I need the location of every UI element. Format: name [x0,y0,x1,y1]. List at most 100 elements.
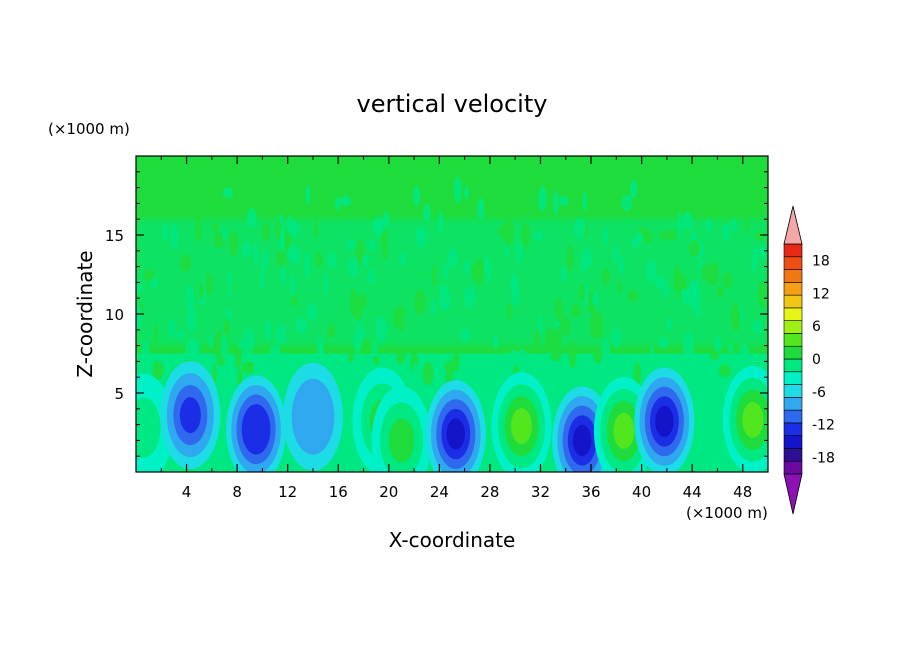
turbulence-cell [284,227,292,253]
turbulence-cell [454,176,462,204]
turbulence-cell [382,211,390,229]
turbulence-cell [503,218,514,246]
turbulence-cell [170,223,179,250]
turbulence-cell [601,268,611,286]
turbulence-cell [674,263,680,291]
turbulence-cell [592,350,603,363]
turbulence-cell [287,244,300,264]
turbulence-cell [187,305,197,333]
turbulence-cell [477,198,485,220]
turbulence-cell [237,368,243,386]
turbulence-cell [580,258,587,273]
colorbar-level [783,256,803,270]
turbulence-cell [414,289,426,314]
turbulence-cell [326,324,336,339]
turbulence-cell [242,327,255,355]
turbulence-cell [552,190,559,216]
turbulence-cell [291,295,298,307]
turbulence-cell [220,333,228,360]
turbulence-cell [198,282,204,300]
colorbar-tick-label: -12 [812,418,835,434]
turbulence-cell [305,185,311,205]
colorbar-over-arrow [783,205,803,245]
turbulence-cell [729,353,735,367]
turbulence-cell [508,349,520,365]
turbulence-cell [195,217,203,242]
colorbar-level [783,422,803,436]
turbulence-cell [707,265,714,286]
turbulence-cell [534,328,541,355]
turbulence-cell [492,335,499,349]
x-axis-ticks: 4 8 12 16 20 24 28 32 36 40 44 48 [160,156,752,501]
turbulence-cell [602,226,608,247]
turbulence-cell [592,292,599,306]
x-tick-label: 16 [329,483,348,501]
y-tick-label: 15 [105,227,124,245]
turbulence-cell [431,264,437,288]
turbulence-cell [682,211,693,231]
y-axis-ticks: 5 10 15 [105,171,768,457]
turbulence-cell [559,315,571,336]
colorbar: 18 12 6 0 -6 -12 -18 [783,205,835,515]
colorbar-level [783,320,803,334]
turbulence-cell [413,186,421,206]
turbulence-cell [722,224,731,241]
colorbar-level [783,371,803,385]
turbulence-cell [755,230,765,241]
turbulence-cell [560,265,567,283]
turbulence-cell [460,327,472,342]
colorbar-level [783,243,803,258]
turbulence-cell [176,330,186,341]
turbulence-cell [633,361,641,387]
turbulence-cell [295,317,307,335]
convective-cell-12 [722,365,768,472]
turbulence-cell [568,341,577,369]
x-tick-label: 24 [430,483,449,501]
turbulence-cell [373,355,380,366]
x-axis-unit: (×1000 m) [686,504,768,522]
turbulence-cell [269,343,282,366]
convective-cell-11 [634,367,695,472]
colorbar-tick-label: -18 [812,451,835,467]
turbulence-cell [590,311,599,340]
turbulence-cell [241,241,253,258]
turbulence-cell [167,318,177,339]
turbulence-cell [327,252,337,269]
turbulence-cell [396,305,405,332]
turbulence-cell [323,273,329,296]
colorbar-level [783,448,803,462]
turbulence-cell [275,217,281,241]
colorbar-tick-label: 12 [812,286,830,302]
contour-level [742,401,764,438]
contour-level [446,418,465,450]
turbulence-cell [179,254,192,272]
x-tick-label: 8 [232,483,242,501]
turbulence-cell [286,215,294,234]
colorbar-level [783,384,803,398]
turbulence-cell [368,239,376,252]
turbulence-cell [212,365,217,384]
turbulence-cell [580,366,586,383]
turbulence-cell [153,324,158,346]
chart-title: vertical velocity [357,90,548,118]
turbulence-cell [348,351,354,363]
x-tick-label: 4 [182,483,192,501]
turbulence-cell [435,365,447,386]
turbulence-cell [334,197,342,210]
convective-cell-4 [282,362,343,471]
turbulence-cell [345,239,357,251]
turbulence-cell [612,244,619,263]
turbulence-cell [515,240,523,264]
turbulence-cell [290,274,296,297]
convective-cell-2 [160,361,221,470]
turbulence-cell [222,227,227,242]
contour-level [388,418,415,463]
y-tick-label: 10 [105,306,124,324]
turbulence-cell [694,306,701,318]
turbulence-cell [600,339,611,365]
turbulence-cell [484,257,492,283]
turbulence-cell [372,341,379,357]
turbulence-cell [579,284,586,301]
turbulence-cell [659,230,669,241]
turbulence-cell [374,196,386,215]
